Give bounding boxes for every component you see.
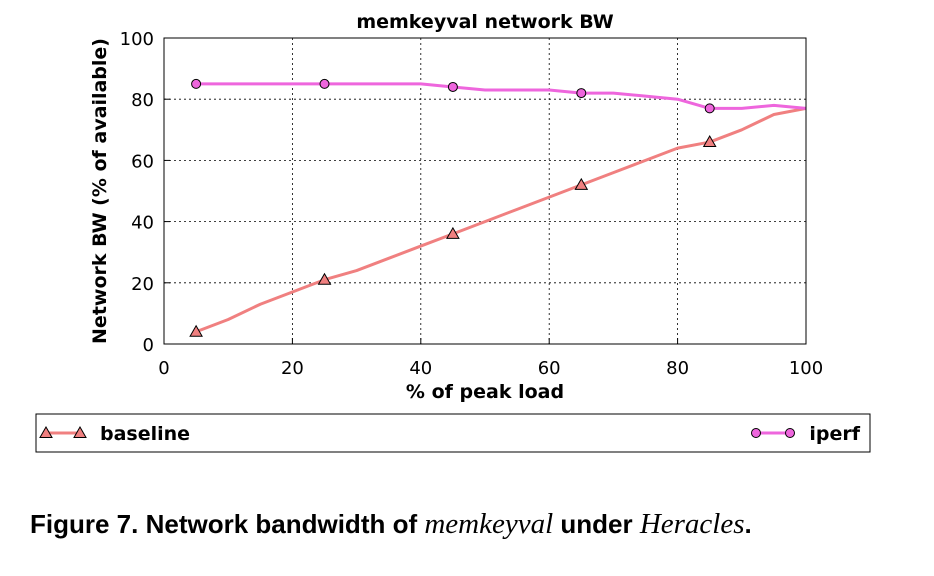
chart-title: memkeyval network BW xyxy=(356,11,613,33)
plot-frame xyxy=(163,37,807,345)
series-line-baseline xyxy=(195,106,807,334)
legend-marker-iperf xyxy=(751,428,761,438)
caption-name-memkeyval: memkeyval xyxy=(424,508,554,540)
x-tick-label: 0 xyxy=(158,358,169,379)
caption-suffix: . xyxy=(744,509,752,539)
figure-caption: Figure 7. Network bandwidth of memkeyval… xyxy=(30,508,910,541)
legend-label-iperf: iperf xyxy=(809,423,860,445)
legend-item-iperf: iperf xyxy=(751,423,861,445)
x-tick-label: 40 xyxy=(409,358,432,379)
legend: baseline iperf xyxy=(35,413,871,453)
x-tick-label: 80 xyxy=(666,358,689,379)
data-point-baseline xyxy=(702,135,717,148)
data-point-iperf xyxy=(191,78,202,89)
series-baseline xyxy=(189,106,807,337)
data-point-baseline xyxy=(446,226,460,239)
legend-frame xyxy=(35,413,871,453)
data-point-baseline xyxy=(317,272,332,285)
legend-marker-iperf xyxy=(785,428,795,438)
x-tick-label: 60 xyxy=(538,358,561,379)
y-tick-label: 60 xyxy=(131,151,154,172)
y-axis-ticks: 0 20 40 60 80 100 xyxy=(120,29,170,356)
legend-item-baseline: baseline xyxy=(39,423,190,445)
x-tick-label: 100 xyxy=(789,358,823,379)
data-point-iperf xyxy=(704,103,715,114)
chart: memkeyval network BW 0 20 40 60 80 100 0 20 40 6… xyxy=(35,11,871,453)
data-point-iperf xyxy=(447,81,458,92)
y-tick-label: 20 xyxy=(131,274,154,295)
y-tick-label: 0 xyxy=(143,335,154,356)
data-point-baseline xyxy=(189,324,203,337)
x-axis-ticks: 0 20 40 60 80 100 xyxy=(158,338,823,379)
y-tick-label: 100 xyxy=(120,29,154,50)
legend-marker-baseline xyxy=(73,425,87,438)
x-tick-label: 20 xyxy=(281,358,304,379)
y-tick-label: 40 xyxy=(131,213,154,234)
x-axis-label: % of peak load xyxy=(406,381,564,403)
y-axis-label: Network BW (% of available) xyxy=(89,38,111,344)
caption-name-heracles: Heracles xyxy=(639,508,745,540)
series-layer xyxy=(189,78,807,337)
data-point-baseline xyxy=(574,177,589,190)
data-point-iperf xyxy=(576,88,587,99)
caption-prefix: Figure 7. Network bandwidth of xyxy=(30,509,425,539)
data-point-iperf xyxy=(319,78,330,89)
y-tick-label: 80 xyxy=(131,90,154,111)
legend-marker-baseline xyxy=(39,425,53,438)
series-line-iperf xyxy=(196,82,807,110)
caption-middle: under xyxy=(553,509,640,539)
series-iperf xyxy=(191,78,807,114)
legend-label-baseline: baseline xyxy=(100,423,190,445)
